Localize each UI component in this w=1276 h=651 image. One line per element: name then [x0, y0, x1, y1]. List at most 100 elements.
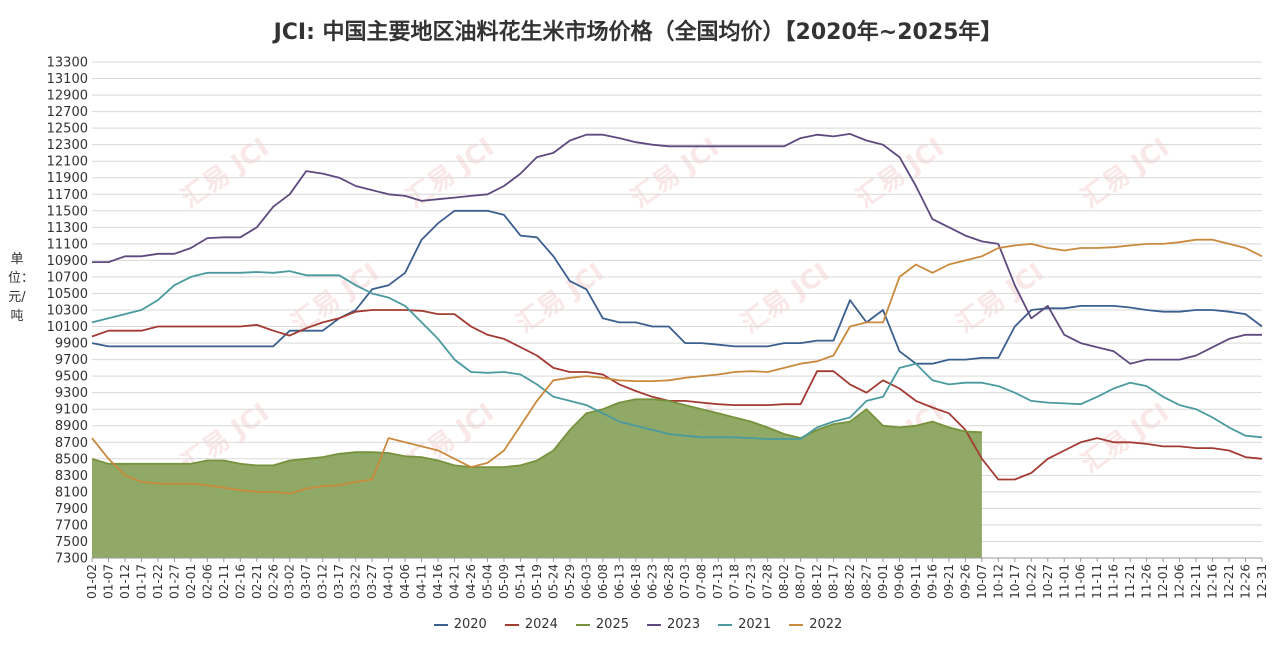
x-tick-label: 11-06: [1074, 564, 1088, 599]
y-tick-label: 7300: [55, 552, 88, 567]
legend-item-2023[interactable]: 2023: [647, 617, 700, 632]
line-series-2022: [91, 238, 1263, 495]
x-tick-label: 07-13: [711, 564, 725, 599]
x-tick-label: 02-26: [266, 564, 280, 599]
x-tick-label: 07-03: [678, 564, 692, 599]
x-tick-label: 02-16: [233, 564, 247, 599]
y-tick-label: 9700: [55, 353, 88, 368]
y-tick-label: 11500: [47, 204, 88, 219]
x-tick-label: 11-01: [1057, 564, 1071, 599]
x-tick-label: 08-22: [843, 564, 857, 599]
y-tick-label: 12900: [47, 89, 88, 104]
x-tick-label: 03-07: [299, 564, 313, 599]
legend-swatch: [575, 623, 590, 626]
x-tick-label: 09-16: [925, 564, 939, 599]
legend-swatch: [718, 623, 733, 626]
legend-swatch: [647, 623, 661, 626]
chart-title: JCI: 中国主要地区油料花生米市场价格（全国均价）【2020年~2025年】: [273, 20, 1003, 45]
x-tick-label: 05-09: [497, 564, 511, 599]
y-tick-label: 8100: [55, 485, 88, 500]
x-tick-label: 01-22: [151, 564, 165, 599]
x-tick-label: 12-26: [1239, 564, 1253, 599]
y-tick-label: 12700: [47, 105, 88, 120]
x-tick-label: 11-16: [1107, 564, 1121, 599]
y-tick-label: 8300: [55, 469, 88, 484]
line-series-2021: [91, 270, 1263, 440]
y-tick-label: 9500: [55, 370, 88, 385]
x-tick-label: 12-06: [1173, 564, 1187, 599]
x-tick-label: 04-06: [398, 564, 412, 599]
x-tick-label: 04-11: [415, 564, 429, 599]
y-tick-label: 11100: [47, 237, 88, 252]
legend-item-2021[interactable]: 2021: [718, 617, 771, 632]
x-tick-label: 07-08: [695, 564, 709, 599]
legend-label: 2023: [667, 617, 701, 632]
x-tick-label: 05-04: [480, 564, 494, 599]
x-tick-label: 01-12: [118, 564, 132, 599]
line-series-2023: [92, 133, 1262, 365]
x-tick-label: 04-26: [464, 564, 478, 599]
x-tick-label: 12-11: [1189, 564, 1203, 599]
x-tick-label: 03-22: [349, 564, 363, 599]
x-tick-label: 12-16: [1206, 564, 1220, 599]
y-tick-label: 10500: [47, 287, 88, 302]
line-series-layer: [91, 133, 1263, 495]
y-tick-label: 8500: [55, 452, 88, 467]
x-tick-label: 07-18: [728, 564, 742, 599]
x-tick-label: 02-11: [217, 564, 231, 599]
y-tick-label: 11900: [47, 171, 88, 186]
x-tick-label: 11-11: [1090, 564, 1104, 599]
legend-label: 2022: [809, 617, 843, 632]
x-tick-label: 09-06: [892, 564, 906, 599]
x-tick-labels: 01-02 01-07 01-12 01-17 01-22 01-27 02-01 02-06…: [85, 564, 1269, 599]
x-tick-label: 10-12: [991, 564, 1005, 599]
y-tick-label: 10700: [47, 270, 88, 285]
line-series-2025: [91, 398, 982, 468]
x-tick-label: 07-23: [744, 564, 758, 599]
x-tick-label: 09-11: [909, 564, 923, 599]
y-tick-labels: 7300750077007900810083008500870089009100…: [47, 56, 88, 567]
y-tick-label: 11700: [47, 188, 88, 203]
y-tick-label: 12500: [47, 122, 88, 137]
x-tick-label: 06-28: [662, 564, 676, 599]
x-tick-label: 03-17: [332, 564, 346, 599]
legend-item-2022[interactable]: 2022: [789, 617, 842, 632]
x-tick-label: 10-17: [1008, 564, 1022, 599]
x-tick-label: 05-29: [563, 564, 577, 599]
x-tick-label: 08-07: [794, 564, 808, 599]
legend-item-2024[interactable]: 2024: [504, 617, 558, 632]
y-tick-label: 8700: [55, 436, 88, 451]
line-series-2020: [91, 209, 1263, 365]
line-series-2024: [91, 309, 1263, 481]
x-tick-label: 08-17: [827, 564, 841, 599]
y-tick-label: 9900: [55, 337, 88, 352]
x-tick-label: 12-21: [1222, 564, 1236, 599]
legend-label: 2020: [453, 617, 487, 632]
y-tick-label: 9300: [55, 386, 88, 401]
legend: 2020 2024 2025 2023 2021 2022: [0, 617, 1276, 632]
y-tick-label: 7900: [55, 502, 88, 517]
x-tick-label: 09-26: [958, 564, 972, 599]
x-tick-label: 01-17: [134, 564, 148, 599]
legend-item-2025[interactable]: 2025: [575, 617, 629, 632]
legend-label: 2025: [595, 617, 629, 632]
legend-item-2020[interactable]: 2020: [433, 617, 487, 632]
axes: [91, 557, 1263, 562]
x-tick-label: 03-02: [283, 564, 297, 599]
y-tick-label: 7700: [55, 518, 88, 533]
x-tick-label: 02-06: [200, 564, 214, 599]
x-tick-label: 02-01: [184, 564, 198, 599]
x-tick-label: 10-27: [1041, 564, 1055, 599]
y-tick-label: 7500: [55, 535, 88, 550]
y-tick-label: 10900: [47, 254, 88, 269]
x-tick-label: 08-02: [777, 564, 791, 599]
x-tick-label: 09-21: [942, 564, 956, 599]
y-tick-label: 13100: [47, 72, 88, 87]
x-tick-label: 06-23: [645, 564, 659, 599]
y-tick-label: 8900: [55, 419, 88, 434]
y-tick-label: 13300: [47, 56, 88, 71]
x-tick-label: 12-01: [1156, 564, 1170, 599]
x-tick-label: 04-16: [431, 564, 445, 599]
x-tick-label: 01-07: [101, 564, 115, 599]
